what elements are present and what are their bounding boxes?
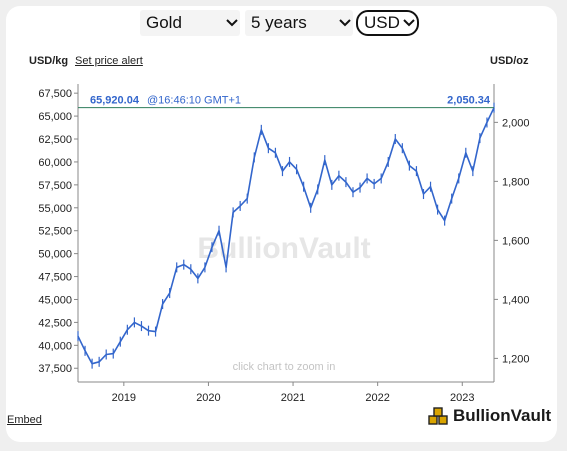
period-select[interactable]: 5 years: [245, 10, 353, 36]
left-tick-label: 55,000: [38, 203, 72, 215]
left-tick-label: 40,000: [38, 340, 72, 352]
brand-name: BullionVault: [453, 406, 552, 425]
x-tick-label: 2020: [196, 392, 220, 404]
right-tick-label: 1,400: [502, 294, 530, 306]
right-tick-label: 1,600: [502, 235, 530, 247]
current-price-left: 65,920.04: [90, 95, 140, 107]
left-tick-label: 42,500: [38, 317, 72, 329]
brand-logo[interactable]: BullionVault: [427, 405, 551, 427]
bullion-bars-icon: [428, 407, 448, 425]
left-tick-label: 60,000: [38, 157, 72, 169]
left-tick-label: 62,500: [38, 134, 72, 146]
x-tick-label: 2019: [112, 392, 136, 404]
left-axis-unit: USD/kg: [29, 55, 69, 67]
left-tick-label: 57,500: [38, 180, 72, 192]
chevron-down-icon: [224, 15, 240, 31]
embed-link[interactable]: Embed: [7, 414, 42, 426]
metal-select-value: Gold: [146, 13, 182, 32]
left-tick-label: 65,000: [38, 111, 72, 123]
chart-watermark: BullionVault: [197, 232, 370, 265]
x-tick-label: 2022: [365, 392, 389, 404]
right-tick-label: 2,000: [502, 117, 530, 129]
right-axis-unit: USD/oz: [490, 55, 529, 67]
currency-select-value: USD: [364, 13, 400, 32]
left-tick-label: 37,500: [38, 363, 72, 375]
chevron-down-icon: [337, 15, 353, 31]
right-tick-label: 1,200: [502, 353, 530, 365]
left-tick-label: 50,000: [38, 249, 72, 261]
right-tick-label: 1,800: [502, 176, 530, 188]
currency-select[interactable]: USD: [356, 10, 419, 36]
zoom-hint: click chart to zoom in: [233, 361, 336, 373]
widget-card: [6, 6, 557, 442]
left-tick-label: 67,500: [38, 88, 72, 100]
gold-price-line: [77, 107, 495, 365]
x-tick-label: 2023: [450, 392, 474, 404]
x-tick-label: 2021: [281, 392, 305, 404]
metal-select[interactable]: Gold: [140, 10, 240, 36]
current-price-right: 2,050.34: [447, 95, 491, 107]
period-select-value: 5 years: [251, 13, 307, 32]
left-tick-label: 45,000: [38, 294, 72, 306]
left-tick-label: 52,500: [38, 226, 72, 238]
current-time: @16:46:10 GMT+1: [147, 95, 241, 107]
set-price-alert-link[interactable]: Set price alert: [75, 55, 143, 67]
chevron-down-icon: [401, 15, 417, 31]
left-tick-label: 47,500: [38, 272, 72, 284]
